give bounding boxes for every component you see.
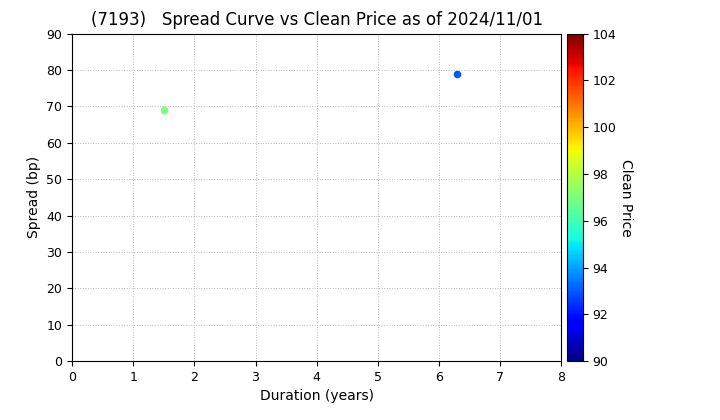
Y-axis label: Spread (bp): Spread (bp) [27, 156, 41, 239]
Y-axis label: Clean Price: Clean Price [619, 158, 633, 236]
Point [158, 107, 169, 113]
Point [451, 70, 463, 77]
Title: (7193)   Spread Curve vs Clean Price as of 2024/11/01: (7193) Spread Curve vs Clean Price as of… [91, 11, 543, 29]
X-axis label: Duration (years): Duration (years) [260, 389, 374, 404]
